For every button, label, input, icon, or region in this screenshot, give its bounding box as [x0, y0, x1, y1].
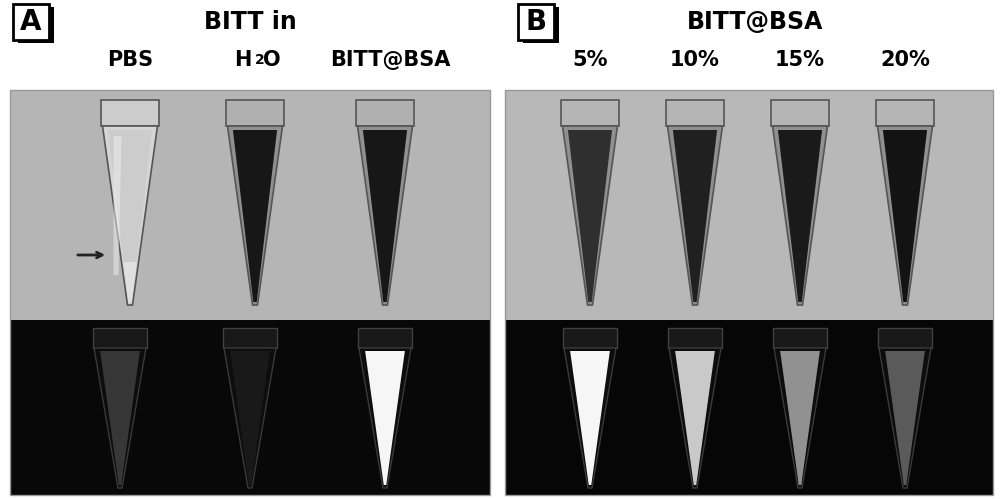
Polygon shape [114, 136, 122, 275]
Polygon shape [878, 126, 932, 305]
Polygon shape [563, 328, 617, 348]
Polygon shape [878, 328, 932, 348]
Polygon shape [562, 126, 618, 305]
Text: BITT@BSA: BITT@BSA [687, 10, 823, 34]
Polygon shape [883, 130, 927, 302]
Text: 20%: 20% [880, 50, 930, 70]
Polygon shape [108, 130, 152, 302]
Text: 5%: 5% [572, 50, 608, 70]
FancyBboxPatch shape [518, 4, 554, 40]
Polygon shape [780, 351, 820, 485]
Bar [505, 90, 993, 495]
Polygon shape [358, 328, 412, 348]
Polygon shape [564, 348, 616, 488]
Polygon shape [778, 130, 822, 302]
Polygon shape [675, 351, 715, 485]
Polygon shape [356, 100, 414, 126]
Polygon shape [774, 348, 826, 488]
Polygon shape [505, 90, 993, 320]
FancyBboxPatch shape [18, 7, 54, 43]
Polygon shape [773, 328, 827, 348]
Polygon shape [101, 100, 159, 126]
Polygon shape [123, 262, 137, 302]
Polygon shape [669, 348, 721, 488]
Polygon shape [365, 351, 405, 485]
Polygon shape [359, 348, 411, 488]
Polygon shape [358, 126, 413, 305]
Text: B: B [525, 8, 547, 36]
Polygon shape [568, 130, 612, 302]
Polygon shape [771, 100, 829, 126]
Polygon shape [885, 351, 925, 485]
Polygon shape [224, 348, 276, 488]
Polygon shape [673, 130, 717, 302]
Polygon shape [772, 126, 828, 305]
Text: BITT@BSA: BITT@BSA [330, 50, 450, 70]
FancyBboxPatch shape [523, 7, 559, 43]
Polygon shape [561, 100, 619, 126]
FancyBboxPatch shape [13, 4, 49, 40]
Text: 10%: 10% [670, 50, 720, 70]
Polygon shape [10, 90, 490, 320]
Polygon shape [223, 328, 277, 348]
Polygon shape [668, 126, 722, 305]
Polygon shape [668, 328, 722, 348]
Polygon shape [570, 351, 610, 485]
Polygon shape [876, 100, 934, 126]
Text: PBS: PBS [107, 50, 153, 70]
Polygon shape [10, 320, 490, 495]
Text: 15%: 15% [775, 50, 825, 70]
Polygon shape [103, 126, 158, 305]
Polygon shape [879, 348, 931, 488]
Polygon shape [363, 130, 407, 302]
Polygon shape [228, 126, 283, 305]
Text: H: H [235, 50, 252, 70]
Polygon shape [233, 130, 277, 302]
Text: A: A [20, 8, 42, 36]
Polygon shape [666, 100, 724, 126]
Polygon shape [100, 351, 140, 485]
Polygon shape [226, 100, 284, 126]
Polygon shape [94, 348, 146, 488]
Polygon shape [505, 320, 993, 495]
Bar [10, 90, 490, 495]
Text: BITT in: BITT in [204, 10, 296, 34]
Text: 2: 2 [255, 53, 265, 67]
Polygon shape [93, 328, 147, 348]
Text: O: O [263, 50, 281, 70]
Polygon shape [230, 351, 270, 485]
